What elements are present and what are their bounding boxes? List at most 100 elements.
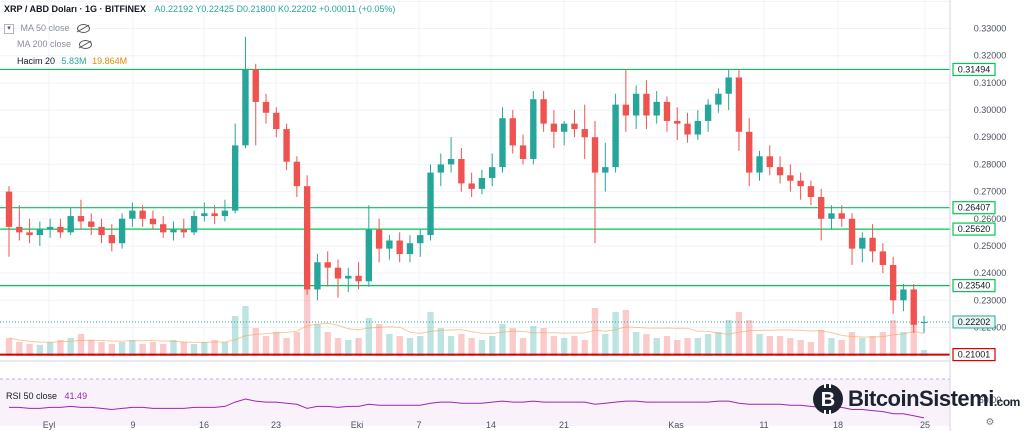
price-tick-label: 0.33000: [974, 24, 1007, 34]
volume-bar: [314, 324, 321, 356]
time-tick-label: 25: [920, 420, 930, 430]
hidden-eye-icon[interactable]: [77, 24, 91, 34]
time-tick-label: Eyl: [43, 420, 56, 430]
svg-text:B: B: [821, 389, 835, 411]
volume-bar: [581, 340, 588, 356]
candle-body: [67, 216, 74, 233]
hidden-eye-icon[interactable]: [78, 40, 92, 50]
candle-body: [262, 101, 270, 113]
volume-bar: [560, 338, 568, 356]
candle-body: [88, 221, 95, 227]
level-label: 0.21001: [958, 350, 991, 360]
volume-value: 5.83M: [61, 56, 87, 66]
candle-body: [684, 123, 691, 135]
volume-legend[interactable]: Hacim 20 5.83M 19.864M: [17, 56, 127, 66]
volume-bar: [869, 336, 876, 356]
settings-gear-icon[interactable]: ⚙: [986, 417, 995, 428]
candle-body: [129, 210, 136, 219]
collapse-icon[interactable]: ▾: [4, 23, 14, 34]
time-tick-label: 7: [416, 420, 421, 430]
candle-body: [345, 275, 352, 279]
price-tick-label: 0.30000: [974, 105, 1007, 115]
volume-bar: [900, 332, 907, 356]
volume-bar: [612, 312, 619, 356]
rsi-legend[interactable]: RSI 50 close 41.49: [6, 391, 87, 401]
volume-bar: [46, 342, 54, 356]
volume-bar: [530, 326, 537, 356]
candle-body: [386, 240, 393, 249]
candle-body: [612, 104, 619, 168]
symbol-legend: XRP / ABD Doları · 1G · BITFINEX A0.2219…: [4, 4, 395, 14]
candle-body: [252, 69, 259, 102]
volume-bar: [118, 342, 126, 356]
time-tick-label: Kas: [668, 420, 684, 430]
candle-body: [674, 120, 681, 124]
candle-body: [560, 123, 568, 132]
volume-bars: [5, 288, 928, 356]
candle-body: [478, 178, 486, 189]
candle-body: [828, 213, 835, 219]
candle-body: [334, 267, 342, 279]
ohlc-values: A0.22192 Y0.22425 D0.21800 K0.22202 +0.0…: [154, 4, 396, 14]
volume-bar: [427, 312, 434, 356]
volume-label: Hacim 20: [17, 56, 56, 66]
bitcoinsistemi-watermark: B BitcoinSistemi.com: [812, 381, 1020, 417]
candle-body: [273, 112, 280, 130]
volume-bar: [262, 336, 270, 356]
volume-bar: [509, 328, 516, 356]
price-tick-label: 0.25000: [974, 241, 1007, 251]
volume-bar: [139, 344, 146, 356]
volume-bar: [16, 342, 23, 356]
time-tick-label: 16: [199, 420, 209, 430]
volume-bar: [859, 338, 866, 356]
candle-body: [622, 104, 630, 116]
volume-bar: [499, 324, 506, 356]
candle-body: [293, 161, 301, 187]
candle-body: [427, 172, 434, 236]
ma200-legend[interactable]: MA 200 close: [17, 39, 92, 50]
volume-bar: [776, 336, 784, 356]
rsi-label: RSI 50 close: [6, 391, 58, 401]
candle-body: [231, 145, 239, 211]
volume-bar: [36, 344, 44, 356]
symbol-title: XRP / ABD Doları · 1G · BITFINEX: [4, 4, 147, 14]
candle-body: [149, 218, 157, 225]
volume-bar: [571, 336, 578, 356]
volume-bar: [889, 320, 897, 356]
candle-body: [746, 131, 753, 173]
candle-body: [26, 232, 33, 236]
volume-bar: [643, 334, 650, 356]
candle-body: [108, 235, 115, 244]
volume-bar: [838, 340, 845, 356]
level-label-box: [952, 201, 996, 215]
volume-bar: [910, 316, 917, 356]
volume-bar: [149, 342, 157, 356]
level-label-box: [952, 222, 996, 236]
volume-bar: [694, 338, 702, 356]
candle-body: [190, 216, 198, 233]
candle-body: [324, 262, 331, 268]
volume-bar: [396, 336, 403, 356]
candle-body: [653, 101, 660, 116]
volume-bar: [725, 320, 732, 356]
volume-bar: [920, 350, 928, 356]
ma50-legend[interactable]: ▾ MA 50 close: [4, 23, 91, 34]
level-label: 0.26407: [958, 203, 991, 213]
candle-body: [468, 183, 475, 189]
volume-bar: [26, 344, 33, 356]
grid: [0, 0, 950, 356]
time-tick-label: 18: [833, 420, 843, 430]
level-label-box: [952, 348, 996, 362]
candle-body: [201, 213, 208, 217]
volume-bar: [324, 332, 331, 356]
volume-bar: [684, 338, 691, 356]
candle-body: [602, 167, 609, 173]
candle-body: [776, 167, 784, 176]
candle-body: [458, 158, 465, 184]
rsi-band: [0, 379, 950, 426]
candle-body: [704, 104, 712, 121]
volume-bar: [458, 334, 465, 356]
volume-bar: [447, 336, 455, 356]
candle-body: [735, 77, 743, 132]
